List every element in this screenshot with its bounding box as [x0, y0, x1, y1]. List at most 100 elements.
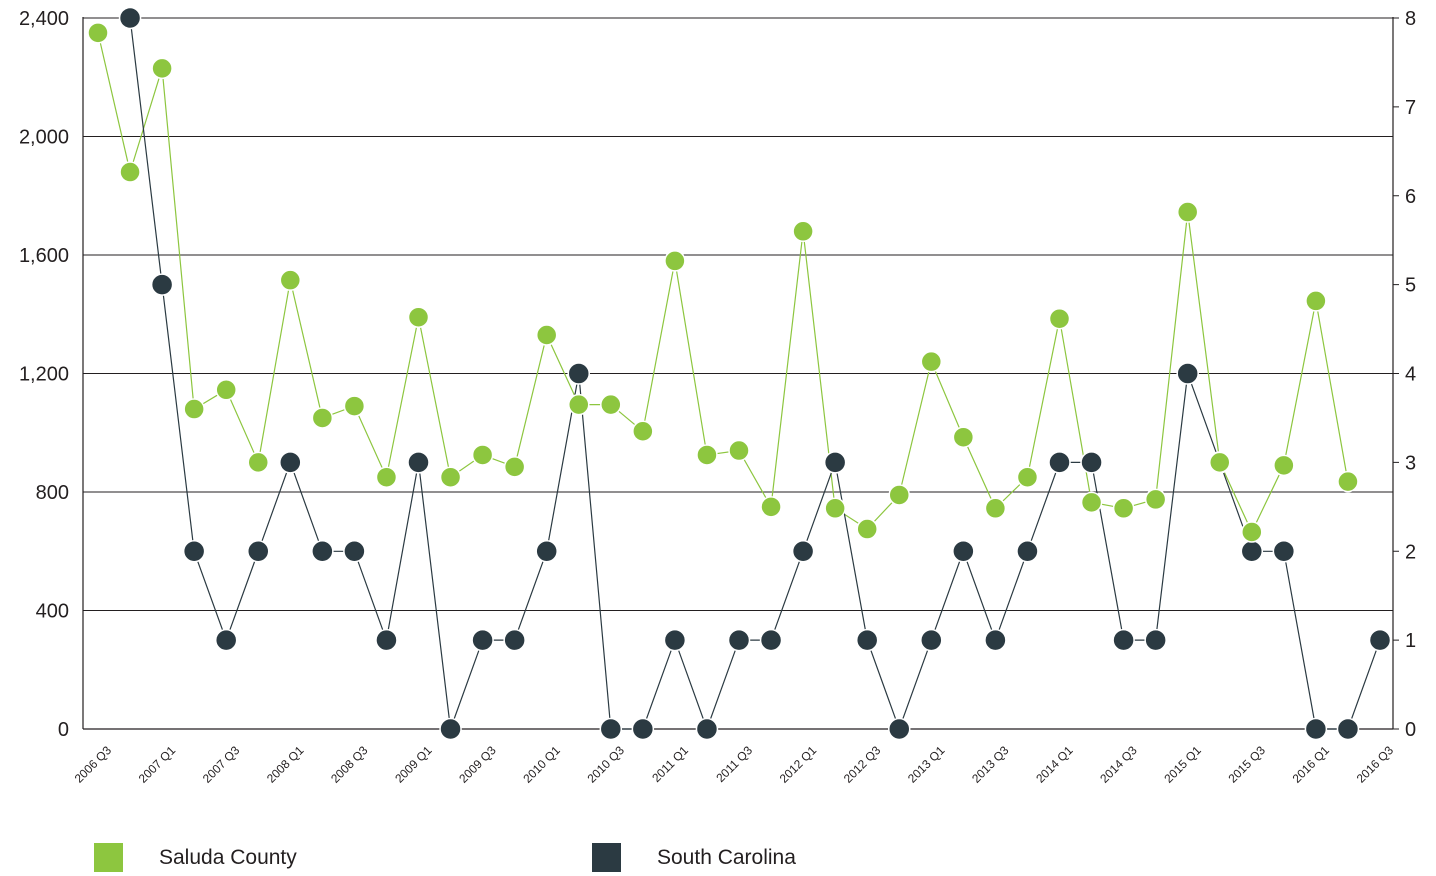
data-point-south-carolina: [1336, 717, 1360, 741]
data-point-saluda-county: [279, 269, 302, 291]
data-point-south-carolina: [1080, 451, 1103, 474]
x-tick-label: 2011 Q3: [713, 743, 755, 785]
legend-item-south-carolina: South Carolina: [592, 843, 796, 872]
data-point-saluda-county: [824, 497, 846, 520]
data-point-saluda-county: [984, 497, 1007, 520]
data-point-saluda-county: [471, 444, 494, 466]
data-point-south-carolina: [1112, 628, 1135, 652]
x-tick-label: 2014 Q1: [1033, 743, 1076, 786]
y-axis-right-ticks: 0 1 2 3 4 5 6 7 8: [1393, 8, 1416, 741]
data-point-south-carolina: [1368, 628, 1392, 652]
legend-item-saluda-county: Saluda County: [94, 843, 297, 872]
data-point-saluda-county: [151, 57, 173, 80]
data-point-south-carolina: [279, 451, 302, 474]
data-point-saluda-county: [183, 398, 205, 420]
data-point-saluda-county: [728, 439, 750, 462]
data-point-saluda-county: [375, 466, 398, 488]
data-point-south-carolina: [1304, 717, 1328, 741]
y-right-tick-label: 3: [1405, 452, 1416, 474]
data-point-saluda-county: [1112, 497, 1135, 520]
data-point-saluda-county: [215, 379, 237, 401]
data-point-saluda-county: [760, 496, 782, 518]
y-left-tick-label: 1,200: [19, 364, 69, 386]
data-point-saluda-county: [311, 407, 334, 429]
y-right-tick-label: 2: [1405, 541, 1416, 563]
data-point-saluda-county: [87, 22, 109, 44]
data-point-saluda-county: [1048, 307, 1071, 330]
data-point-saluda-county: [696, 444, 718, 466]
legend-label-saluda-county: Saluda County: [159, 845, 297, 869]
data-point-south-carolina: [727, 628, 751, 652]
data-point-saluda-county: [343, 395, 366, 417]
data-point-south-carolina: [663, 628, 687, 652]
data-point-south-carolina: [791, 540, 815, 563]
data-point-saluda-county: [568, 393, 590, 416]
y-left-tick-label: 0: [58, 719, 69, 741]
y-right-tick-label: 4: [1405, 364, 1416, 386]
x-tick-label: 2007 Q1: [136, 743, 179, 786]
legend-swatch-south-carolina: [592, 843, 621, 872]
data-point-south-carolina: [984, 628, 1007, 652]
data-point-south-carolina: [631, 717, 655, 741]
x-tick-label: 2014 Q3: [1097, 743, 1140, 786]
data-point-south-carolina: [952, 540, 975, 563]
x-tick-label: 2009 Q1: [392, 743, 435, 786]
data-point-saluda-county: [600, 393, 622, 416]
data-point-south-carolina: [182, 540, 206, 563]
x-tick-label: 2011 Q1: [649, 743, 691, 785]
x-tick-label: 2013 Q3: [969, 743, 1012, 786]
data-point-saluda-county: [920, 350, 943, 373]
data-point-south-carolina: [855, 628, 879, 652]
data-point-south-carolina: [1016, 540, 1039, 563]
data-point-south-carolina: [343, 540, 366, 563]
y-left-tick-label: 1,600: [19, 245, 69, 267]
x-tick-label: 2015 Q3: [1225, 743, 1268, 786]
data-point-south-carolina: [407, 451, 430, 474]
data-point-saluda-county: [407, 306, 430, 328]
x-tick-label: 2010 Q3: [584, 743, 627, 786]
data-point-south-carolina: [920, 628, 943, 652]
data-point-south-carolina: [567, 362, 590, 385]
x-axis-ticks: 2006 Q3 2007 Q1 2007 Q3 2008 Q1 2008 Q3 2009 …: [72, 743, 1397, 786]
data-point-saluda-county: [1176, 201, 1199, 223]
data-point-south-carolina: [599, 717, 623, 741]
data-point-south-carolina: [439, 717, 462, 741]
x-tick-label: 2013 Q1: [905, 743, 948, 786]
x-tick-label: 2007 Q3: [200, 743, 243, 786]
data-point-south-carolina: [888, 717, 911, 741]
data-point-south-carolina: [1048, 451, 1071, 474]
x-tick-label: 2009 Q3: [456, 743, 499, 786]
x-tick-label: 2016 Q3: [1354, 743, 1397, 786]
data-point-saluda-county: [1080, 491, 1103, 514]
data-point-south-carolina: [150, 273, 174, 296]
x-tick-label: 2008 Q3: [328, 743, 371, 786]
data-point-saluda-county: [1273, 454, 1295, 477]
data-point-south-carolina: [375, 628, 398, 652]
y-axis-left-ticks: 0 400 800 1,200 1,600 2,000 2,400: [19, 8, 69, 741]
data-point-saluda-county: [1337, 470, 1359, 493]
x-tick-label: 2012 Q1: [777, 743, 820, 786]
gridlines: [83, 17, 1393, 611]
y-left-tick-label: 800: [36, 482, 69, 504]
data-point-saluda-county: [1305, 290, 1327, 312]
data-point-saluda-county: [1144, 488, 1167, 511]
data-point-saluda-county: [632, 420, 654, 443]
data-point-south-carolina: [1272, 540, 1296, 563]
y-right-tick-label: 1: [1405, 630, 1416, 652]
y-right-tick-label: 0: [1405, 719, 1416, 741]
data-point-south-carolina: [1176, 362, 1199, 385]
x-tick-label: 2006 Q3: [72, 743, 115, 786]
legend-swatch-saluda-county: [94, 843, 123, 872]
data-point-saluda-county: [535, 324, 558, 346]
data-point-south-carolina: [695, 717, 719, 741]
series-line-south-carolina: [129, 17, 1381, 731]
line-chart: 0 400 800 1,200 1,600 2,000 2,400 0 1 2 3 4 5 6 7 8 20…: [19, 6, 1416, 786]
data-point-saluda-county: [792, 220, 814, 243]
legend-label-south-carolina: South Carolina: [657, 845, 796, 869]
data-point-saluda-county: [1209, 451, 1231, 474]
data-point-south-carolina: [311, 540, 334, 563]
data-point-south-carolina: [118, 6, 142, 30]
data-point-saluda-county: [439, 466, 462, 488]
y-right-tick-label: 8: [1405, 8, 1416, 30]
data-point-saluda-county: [952, 426, 975, 448]
